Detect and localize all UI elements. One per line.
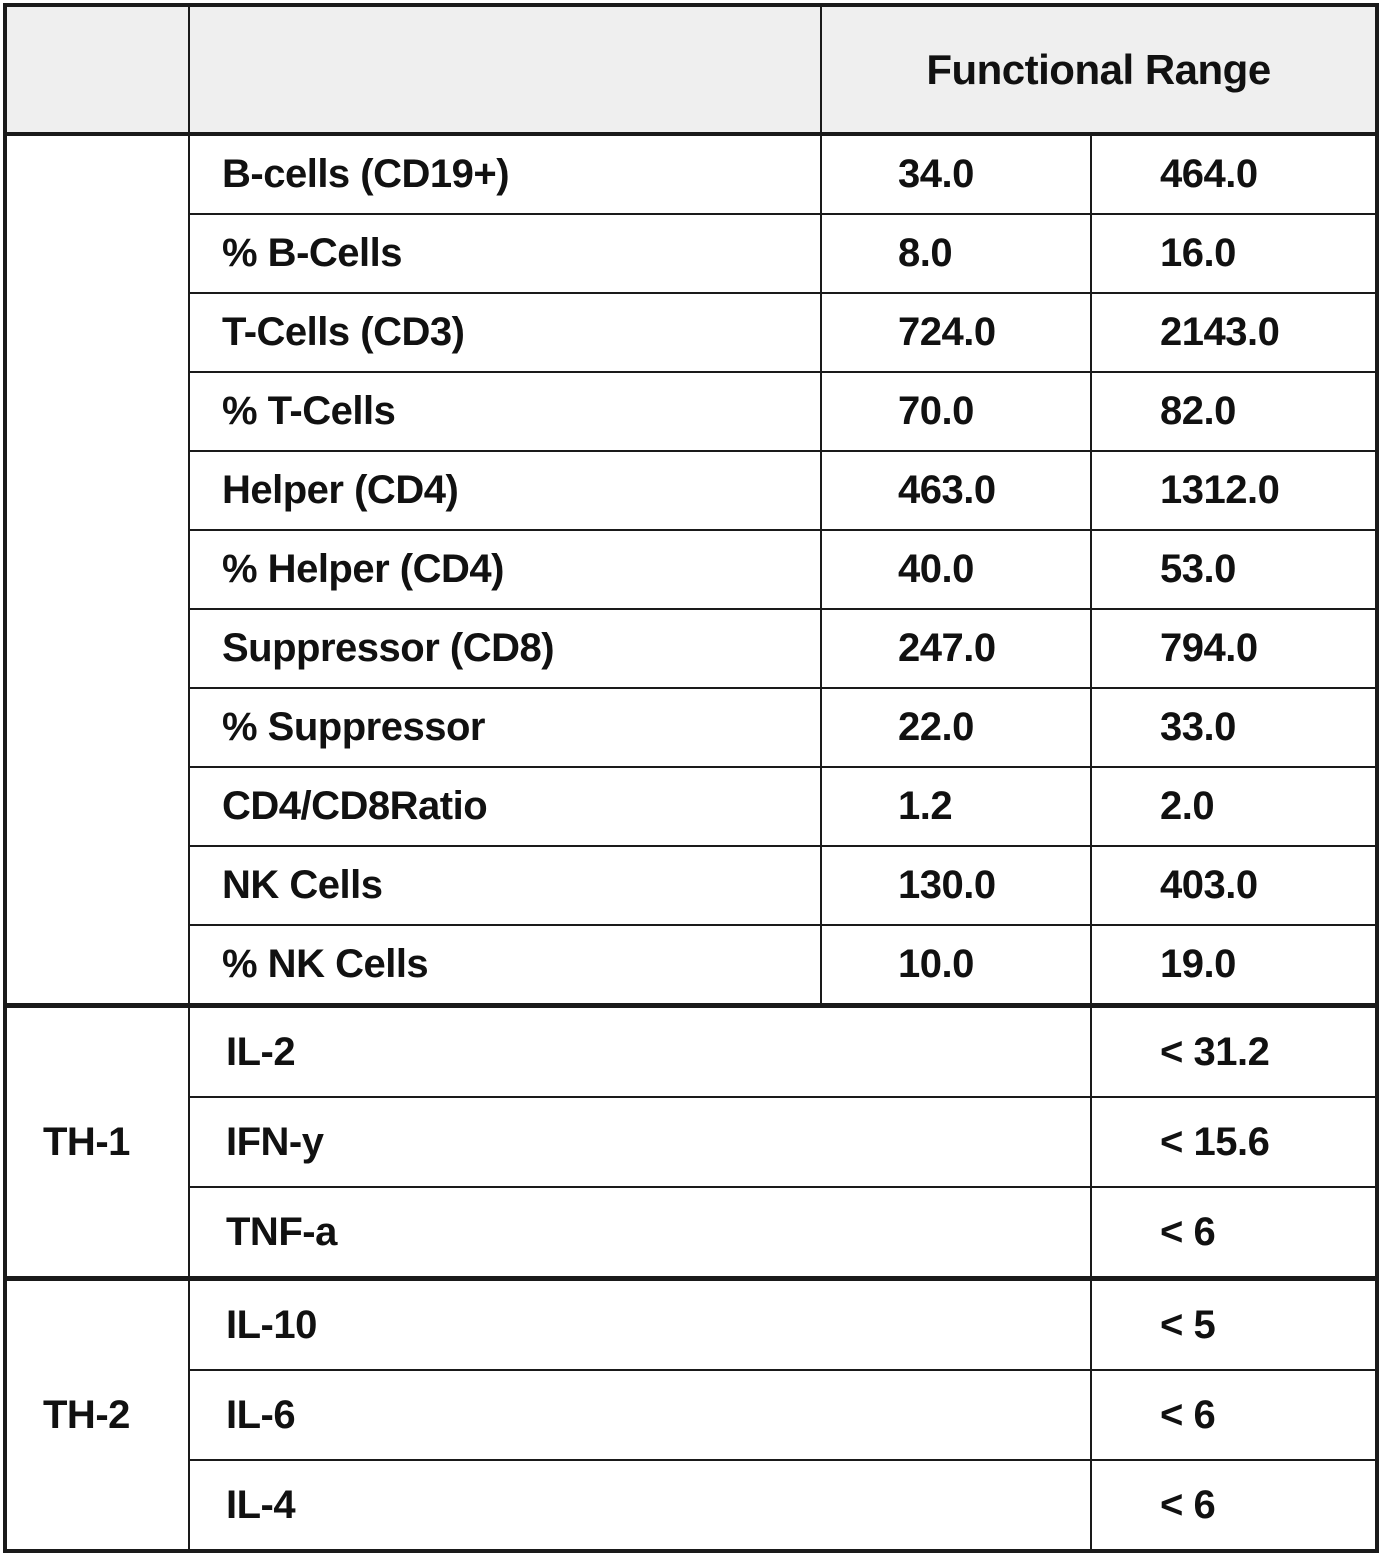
cytokine-range: < 6: [1089, 1369, 1379, 1461]
header-empty-group: [4, 4, 190, 136]
range-low: 724.0: [820, 292, 1092, 373]
lymphocyte-group-cell: [4, 133, 190, 1007]
range-low: 247.0: [820, 608, 1092, 689]
marker-name: % NK Cells: [188, 924, 822, 1007]
table-row: % Suppressor 22.0 33.0: [5, 687, 1379, 768]
range-low: 8.0: [820, 213, 1092, 294]
cytokine-name: IFN-y: [188, 1096, 1092, 1188]
table-row: IL-4 < 6: [5, 1459, 1379, 1552]
marker-name: CD4/CD8Ratio: [188, 766, 822, 847]
range-high: 1312.0: [1089, 450, 1379, 531]
header-empty-name: [188, 4, 822, 136]
header-row: Functional Range: [4, 4, 1379, 136]
marker-name: B-cells (CD19+): [188, 133, 822, 215]
range-high: 2.0: [1089, 766, 1379, 847]
table-row: IL-6 < 6: [5, 1369, 1379, 1461]
table-row: Suppressor (CD8) 247.0 794.0: [5, 608, 1379, 689]
range-high: 794.0: [1089, 608, 1379, 689]
table-row: B-cells (CD19+) 34.0 464.0: [4, 133, 1379, 1007]
range-low: 40.0: [820, 529, 1092, 610]
range-low: 1.2: [820, 766, 1092, 847]
marker-name: % Suppressor: [188, 687, 822, 768]
cytokine-range: < 6: [1089, 1459, 1379, 1552]
range-low: 22.0: [820, 687, 1092, 768]
th1-group-label: TH-1: [4, 1003, 190, 1280]
functional-range-table: Functional Range B-cells (CD19+) 34.0 46…: [3, 3, 1379, 1553]
range-low: 10.0: [820, 924, 1092, 1007]
range-low: 34.0: [820, 133, 1092, 215]
marker-name: Suppressor (CD8): [188, 608, 822, 689]
table-row: % B-Cells 8.0 16.0: [5, 213, 1379, 294]
range-high: 464.0: [1089, 133, 1379, 215]
th2-group-label: TH-2: [4, 1276, 190, 1552]
cytokine-name: IL-4: [188, 1459, 1092, 1552]
range-high: 19.0: [1089, 924, 1379, 1007]
marker-name: % Helper (CD4): [188, 529, 822, 610]
table-row: % T-Cells 70.0 82.0: [5, 371, 1379, 452]
cytokine-name: IL-10: [188, 1276, 1092, 1371]
table-row: TH-2 IL-10 < 5: [4, 1276, 1379, 1552]
table-row: % NK Cells 10.0 19.0: [5, 924, 1379, 1007]
table-row: Helper (CD4) 463.0 1312.0: [5, 450, 1379, 531]
table-row: % Helper (CD4) 40.0 53.0: [5, 529, 1379, 610]
range-high: 16.0: [1089, 213, 1379, 294]
range-high: 53.0: [1089, 529, 1379, 610]
table-row: T-Cells (CD3) 724.0 2143.0: [5, 292, 1379, 373]
cytokine-name: IL-2: [188, 1003, 1092, 1098]
table-row: IFN-y < 15.6: [5, 1096, 1379, 1188]
range-high: 82.0: [1089, 371, 1379, 452]
marker-name: % B-Cells: [188, 213, 822, 294]
cytokine-range: < 5: [1089, 1276, 1379, 1371]
cytokine-name: TNF-a: [188, 1186, 1092, 1280]
range-high: 403.0: [1089, 845, 1379, 926]
range-low: 130.0: [820, 845, 1092, 926]
marker-name: Helper (CD4): [188, 450, 822, 531]
range-high: 2143.0: [1089, 292, 1379, 373]
range-low: 70.0: [820, 371, 1092, 452]
cytokine-range: < 6: [1089, 1186, 1379, 1280]
range-high: 33.0: [1089, 687, 1379, 768]
table-row: TH-1 IL-2 < 31.2: [4, 1003, 1379, 1280]
marker-name: % T-Cells: [188, 371, 822, 452]
table-row: TNF-a < 6: [5, 1186, 1379, 1280]
range-low: 463.0: [820, 450, 1092, 531]
cytokine-range: < 31.2: [1089, 1003, 1379, 1098]
table-row: NK Cells 130.0 403.0: [5, 845, 1379, 926]
table-row: CD4/CD8Ratio 1.2 2.0: [5, 766, 1379, 847]
functional-range-header: Functional Range: [819, 4, 1379, 136]
marker-name: NK Cells: [188, 845, 822, 926]
marker-name: T-Cells (CD3): [188, 292, 822, 373]
cytokine-range: < 15.6: [1089, 1096, 1379, 1188]
cytokine-name: IL-6: [188, 1369, 1092, 1461]
